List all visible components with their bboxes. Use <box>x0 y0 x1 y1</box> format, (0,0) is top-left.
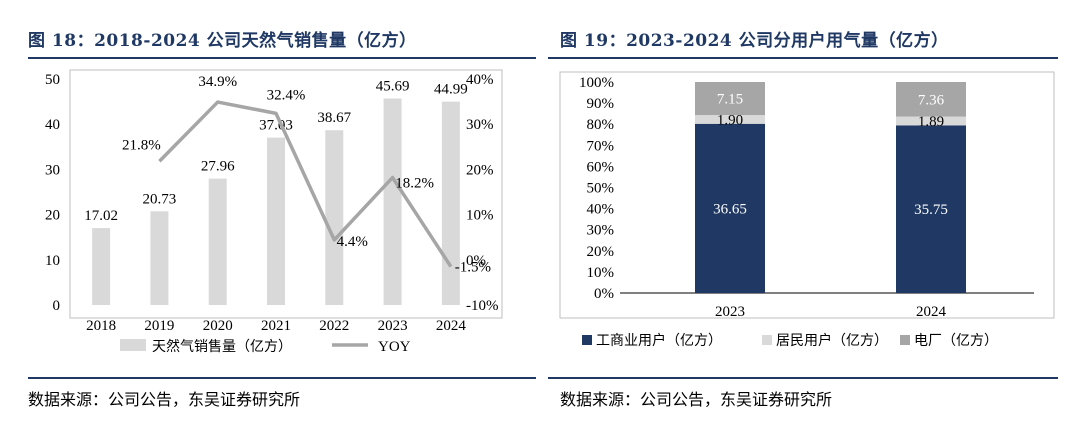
sales-data-label: 37.03 <box>259 118 293 134</box>
source-note: 数据来源：公司公告，东吴证券研究所 <box>560 390 833 409</box>
legend-swatch-sales <box>120 339 146 351</box>
legend-swatch-commercial <box>582 335 592 345</box>
segment-data-label: 36.65 <box>713 201 747 217</box>
stacked-segment-commercial <box>896 125 966 293</box>
x-tick-label: 2021 <box>261 318 291 334</box>
sales-volume-chart: 0 10 20 30 40 50 -10% 0% 10% 20% 30% 40% 2018 2019 202… <box>45 69 503 355</box>
y-tick-label: 30% <box>587 223 615 239</box>
y-left-tick-label: 20 <box>45 208 60 224</box>
source-note: 数据来源：公司公告，东吴证券研究所 <box>28 390 301 409</box>
sales-data-label: 45.69 <box>376 78 410 94</box>
y-tick-label: 70% <box>587 138 615 154</box>
title-rule <box>548 57 1058 59</box>
yoy-data-label: 32.4% <box>267 87 306 103</box>
segment-data-label: 7.15 <box>717 92 743 108</box>
y-left-tick-label: 50 <box>45 72 60 88</box>
sales-data-label: 17.02 <box>84 208 118 224</box>
legend-swatch-residential <box>762 335 772 345</box>
legend-swatch-power <box>900 335 910 345</box>
plot-frame <box>559 71 1055 319</box>
chart-title: 图 18：2018-2024 公司天然气销售量（亿方） <box>28 31 417 51</box>
stacked-segment-residential <box>896 116 966 126</box>
yoy-data-label: 4.4% <box>337 234 368 250</box>
sales-bar <box>150 211 169 305</box>
yoy-line <box>158 100 453 268</box>
segment-data-label: 7.36 <box>918 92 945 108</box>
y-tick-label: 10% <box>587 265 615 281</box>
legend-label-yoy: YOY <box>378 339 411 355</box>
y-tick-label: 50% <box>587 181 615 197</box>
x-tick-label: 2022 <box>319 318 349 334</box>
plot-frame <box>69 69 503 319</box>
sales-data-label: 20.73 <box>143 191 177 207</box>
legend-label-sales: 天然气销售量（亿方） <box>152 338 292 355</box>
y-left-tick-label: 40 <box>45 117 60 133</box>
sales-bar <box>208 178 227 305</box>
x-tick-label: 2024 <box>916 304 947 320</box>
user-gas-panel: 图 19：2023-2024 公司分用户用气量（亿方） 0% 10% 20% 30% 4… <box>548 0 1080 423</box>
user-gas-chart: 0% 10% 20% 30% 40% 50% 60% 70% 80% 90% 100% 36.65 1.… <box>559 71 1055 349</box>
sales-data-label: 44.99 <box>434 82 468 98</box>
sales-bar <box>325 130 344 305</box>
y-left-tick-label: 10 <box>45 253 60 269</box>
x-tick-label: 2019 <box>144 318 174 334</box>
x-tick-label: 2023 <box>715 304 745 320</box>
y-right-tick-label: 0% <box>466 253 486 269</box>
y-tick-label: 100% <box>579 75 614 91</box>
sales-data-label: 38.67 <box>317 110 351 126</box>
y-right-tick-label: 40% <box>466 72 494 88</box>
legend-label-commercial: 工商业用户（亿方） <box>596 332 722 349</box>
y-right-tick-label: 10% <box>466 208 494 224</box>
sales-bar <box>383 98 402 305</box>
legend-label-power: 电厂（亿方） <box>914 333 998 349</box>
source-rule <box>548 377 1058 379</box>
y-right-tick-label: -10% <box>466 298 499 314</box>
y-tick-label: 80% <box>587 117 615 133</box>
x-tick-label: 2023 <box>378 318 408 334</box>
stacked-segment-power <box>695 82 765 116</box>
y-tick-label: 20% <box>587 244 615 260</box>
yoy-data-label: 21.8% <box>122 137 161 153</box>
sales-data-label: 27.96 <box>201 159 235 175</box>
segment-data-label: 1.90 <box>717 112 743 128</box>
chart-title: 图 19：2023-2024 公司分用户用气量（亿方） <box>560 31 949 51</box>
segment-data-label: 1.89 <box>918 114 944 130</box>
stacked-segment-residential <box>695 115 765 124</box>
stacked-segment-commercial <box>695 123 765 294</box>
x-tick-label: 2020 <box>203 318 233 334</box>
x-tick-label: 2024 <box>436 318 467 334</box>
yoy-data-label: 34.9% <box>198 74 237 90</box>
y-right-tick-label: 20% <box>466 162 494 178</box>
source-rule <box>28 377 536 379</box>
sales-volume-panel: 图 18：2018-2024 公司天然气销售量（亿方） 0 10 20 30 40 50 -… <box>0 0 536 423</box>
legend-label-residential: 居民用户（亿方） <box>776 332 888 349</box>
y-left-tick-label: 0 <box>53 298 61 314</box>
y-right-tick-label: 30% <box>466 117 494 133</box>
sales-bar <box>92 228 111 305</box>
y-tick-label: 60% <box>587 159 615 175</box>
y-tick-label: 90% <box>587 96 615 112</box>
sales-bar <box>441 101 460 305</box>
yoy-data-label: -1.5% <box>455 260 491 276</box>
stacked-segment-power <box>896 82 966 117</box>
y-tick-label: 40% <box>587 202 615 218</box>
yoy-data-label: 18.2% <box>395 176 434 192</box>
y-left-tick-label: 30 <box>45 162 60 178</box>
segment-data-label: 35.75 <box>914 202 948 218</box>
x-tick-label: 2018 <box>86 318 116 334</box>
y-tick-label: 0% <box>594 286 614 302</box>
sales-bar <box>267 137 285 305</box>
title-rule <box>28 57 536 59</box>
